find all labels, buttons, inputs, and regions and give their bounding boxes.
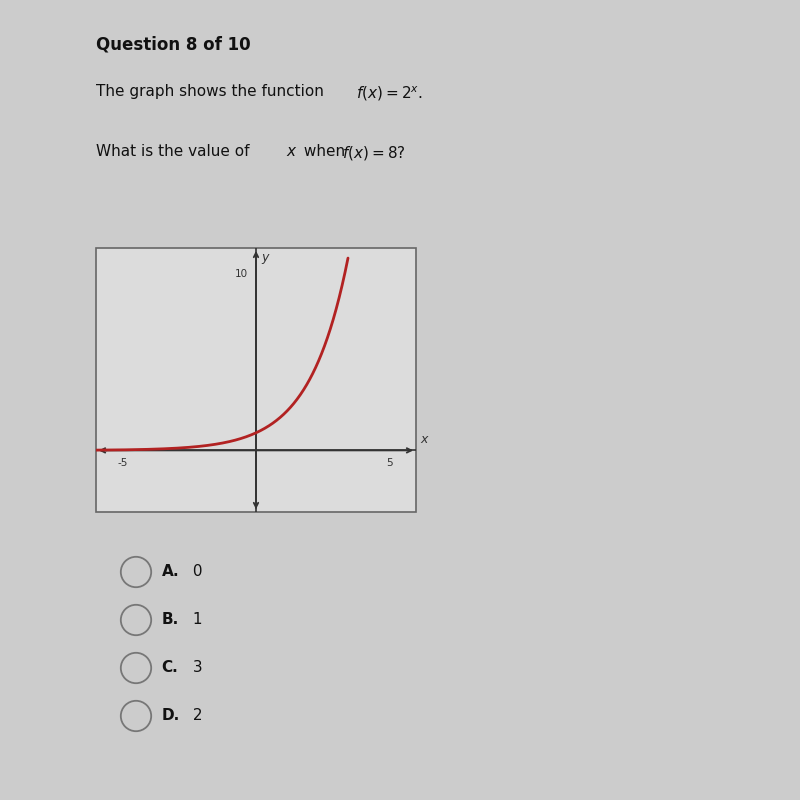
Text: A.: A. <box>162 565 179 579</box>
Text: $\mathit{y}$: $\mathit{y}$ <box>261 251 270 266</box>
Text: 5: 5 <box>386 458 393 468</box>
Bar <box>96 248 416 512</box>
Text: C.: C. <box>162 661 178 675</box>
Text: What is the value of: What is the value of <box>96 144 254 159</box>
Text: $\mathit{f}(\mathit{x}) = 2^x$.: $\mathit{f}(\mathit{x}) = 2^x$. <box>356 84 423 102</box>
Text: $\mathit{x}$: $\mathit{x}$ <box>286 144 298 159</box>
Text: 2: 2 <box>188 709 202 723</box>
Text: -5: -5 <box>118 458 128 468</box>
Text: 3: 3 <box>188 661 202 675</box>
Text: The graph shows the function: The graph shows the function <box>96 84 329 99</box>
Text: B.: B. <box>162 613 179 627</box>
Text: when: when <box>299 144 350 159</box>
Text: $\mathit{f}(\mathit{x}) = 8$?: $\mathit{f}(\mathit{x}) = 8$? <box>342 144 406 162</box>
Text: Question 8 of 10: Question 8 of 10 <box>96 36 250 54</box>
Text: 0: 0 <box>188 565 202 579</box>
Text: 10: 10 <box>235 270 248 279</box>
Text: 1: 1 <box>188 613 202 627</box>
Text: $\mathit{x}$: $\mathit{x}$ <box>420 433 430 446</box>
Text: D.: D. <box>162 709 180 723</box>
